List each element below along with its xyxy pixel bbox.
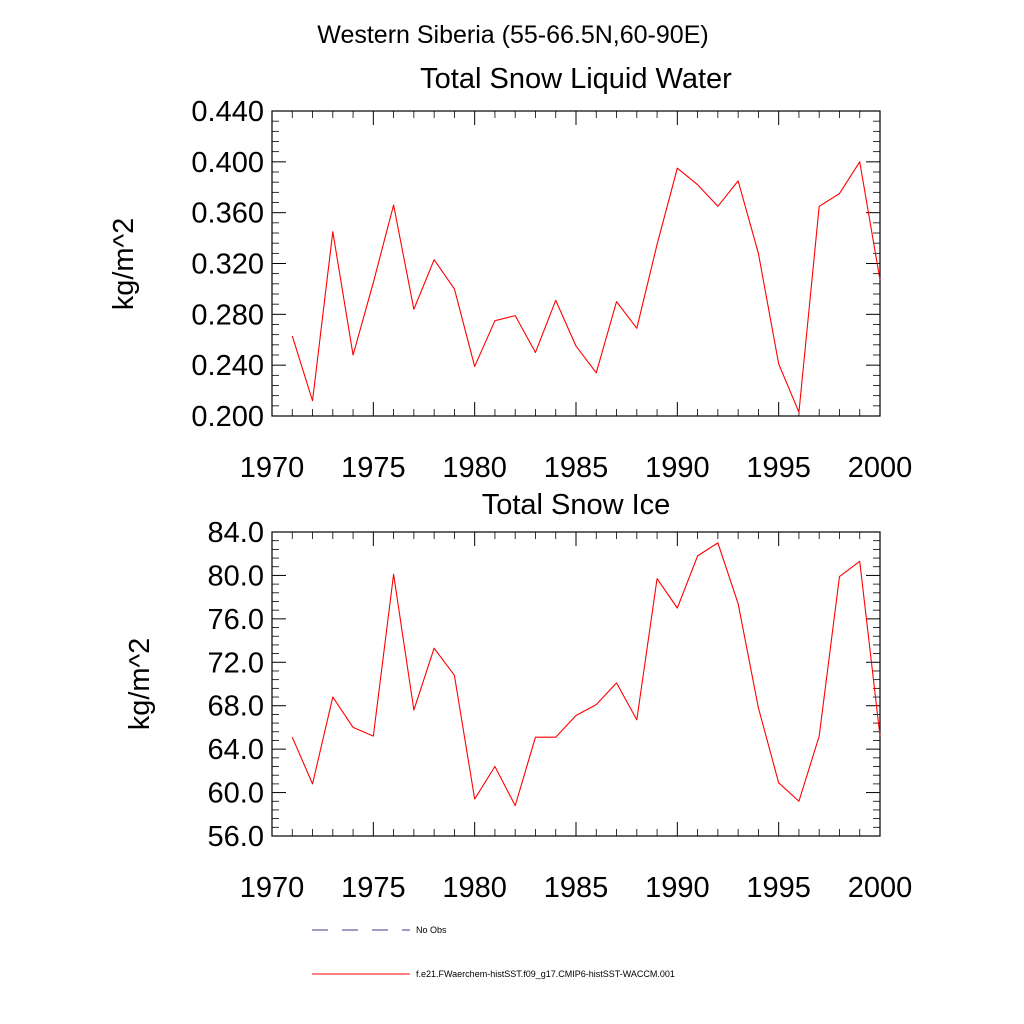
top-ytick-label: 0.320 — [191, 249, 264, 281]
bottom-xtick-label: 1990 — [645, 872, 710, 904]
chart-bottom-series — [291, 542, 881, 807]
top-ytick-label: 0.200 — [191, 401, 264, 433]
bottom-ytick-label: 84.0 — [208, 517, 264, 549]
top-xtick-label: 1980 — [442, 452, 507, 484]
chart-top-ticks — [271, 110, 881, 417]
bottom-xtick-label: 1975 — [341, 872, 406, 904]
bottom-series-line — [291, 542, 881, 807]
bottom-ytick-label: 68.0 — [208, 691, 264, 723]
chart-bottom: Total Snow Ice kg/m^2 56.0 60.0 64.0 68.0 72… — [124, 489, 912, 904]
chart-bottom-plot-frame — [271, 531, 881, 837]
chart-top-plot-frame — [271, 110, 881, 417]
top-xtick-label: 2000 — [848, 452, 913, 484]
top-xtick-label: 1990 — [645, 452, 710, 484]
bottom-xtick-label: 2000 — [848, 872, 913, 904]
bottom-xtick-label: 1995 — [746, 872, 811, 904]
chart-bottom-ytick-labels: 56.0 60.0 64.0 68.0 72.0 76.0 80.0 84.0 — [208, 517, 264, 853]
chart-top-ylabel: kg/m^2 — [108, 218, 140, 311]
chart-bottom-xtick-labels: 1970 1975 1980 1985 1990 1995 2000 — [240, 872, 913, 904]
top-xtick-label: 1975 — [341, 452, 406, 484]
chart-top-ytick-labels: 0.200 0.240 0.280 0.320 0.360 0.400 0.440 — [191, 96, 264, 433]
chart-top: Total Snow Liquid Water kg/m^2 0.200 0.24… — [108, 63, 912, 484]
bottom-ytick-label: 72.0 — [208, 647, 264, 679]
bottom-ytick-label: 56.0 — [208, 821, 264, 853]
top-ytick-label: 0.280 — [191, 299, 264, 331]
chart-top-title: Total Snow Liquid Water — [420, 63, 732, 95]
bottom-xtick-label: 1970 — [240, 872, 305, 904]
legend-item-model-run: f.e21.FWaerchem-histSST.f09_g17.CMIP6-hi… — [312, 969, 675, 979]
figure-title: Western Siberia (55-66.5N,60-90E) — [317, 21, 708, 49]
chart-top-series — [291, 161, 881, 413]
chart-bottom-title: Total Snow Ice — [482, 489, 671, 521]
top-ytick-label: 0.360 — [191, 198, 264, 230]
chart-top-xtick-labels: 1970 1975 1980 1985 1990 1995 2000 — [240, 452, 913, 484]
chart-bottom-ylabel: kg/m^2 — [124, 638, 156, 731]
top-xtick-label: 1995 — [746, 452, 811, 484]
top-xtick-label: 1985 — [544, 452, 609, 484]
chart-bottom-ticks — [271, 531, 881, 837]
legend-item-no-obs: No Obs — [312, 925, 447, 935]
top-series-line — [291, 161, 881, 413]
bottom-ytick-label: 64.0 — [208, 734, 264, 766]
top-ytick-label: 0.240 — [191, 350, 264, 382]
bottom-xtick-label: 1980 — [442, 872, 507, 904]
bottom-ytick-label: 80.0 — [208, 560, 264, 592]
top-ytick-label: 0.440 — [191, 96, 264, 128]
legend-label-no-obs: No Obs — [416, 925, 447, 935]
legend-label-model-run: f.e21.FWaerchem-histSST.f09_g17.CMIP6-hi… — [416, 969, 675, 979]
bottom-ytick-label: 60.0 — [208, 778, 264, 810]
legend: No Obs f.e21.FWaerchem-histSST.f09_g17.C… — [312, 925, 675, 979]
top-ytick-label: 0.400 — [191, 147, 264, 179]
bottom-ytick-label: 76.0 — [208, 604, 264, 636]
bottom-xtick-label: 1985 — [544, 872, 609, 904]
top-xtick-label: 1970 — [240, 452, 305, 484]
